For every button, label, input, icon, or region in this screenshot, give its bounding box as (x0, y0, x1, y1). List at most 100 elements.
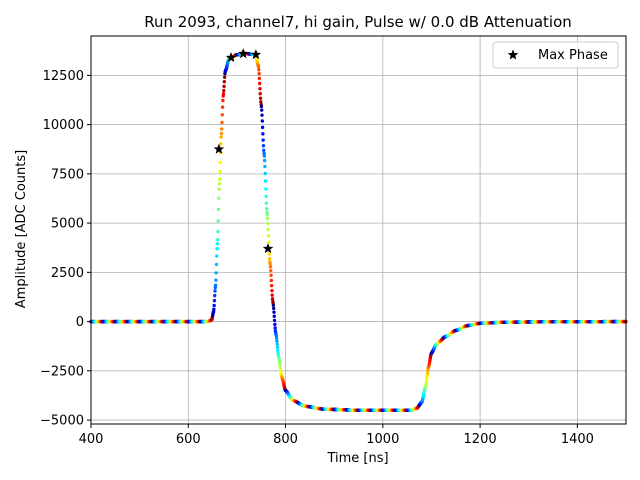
waveform-sample-point (257, 76, 262, 81)
waveform-sample-point (217, 187, 221, 191)
waveform-sample-point (220, 105, 225, 109)
waveform-sample-point (261, 138, 265, 142)
waveform-sample-point (270, 293, 274, 297)
waveform-sample-point (222, 84, 226, 89)
waveform-sample-point (212, 298, 217, 303)
waveform-sample-point (220, 120, 224, 125)
waveform-sample-point (214, 271, 218, 275)
max-phase-star-marker (225, 51, 237, 63)
waveform-sample-point (272, 318, 277, 323)
waveform-sample-point (215, 237, 220, 242)
legend: Max Phase (492, 41, 619, 69)
waveform-sample-point (273, 326, 277, 330)
waveform-sample-point (262, 148, 266, 153)
waveform-sample-point (221, 98, 225, 103)
waveform-sample-point (220, 113, 225, 117)
waveform-sample-point (262, 158, 267, 163)
y-tick-label: 5000 (51, 217, 84, 232)
waveform-sample-point (267, 256, 272, 261)
waveform-sample-point (213, 283, 218, 287)
max-phase-star-marker (237, 48, 249, 59)
waveform-sample-point (262, 154, 267, 158)
y-tick-label: 12500 (43, 69, 84, 84)
y-tick-label: −5000 (40, 414, 84, 429)
waveform-sample-point (274, 336, 279, 340)
legend-star-icon (507, 49, 519, 60)
waveform-sample-point (218, 169, 222, 174)
y-tick-label: 10000 (43, 118, 84, 133)
waveform-sample-point (276, 348, 280, 352)
waveform-sample-point (269, 283, 274, 288)
waveform-sample-point (214, 278, 218, 282)
y-tick-label: 2500 (51, 266, 84, 281)
x-tick-label: 600 (176, 432, 201, 447)
waveform-sample-point (275, 342, 279, 346)
waveform-sample-point (212, 303, 216, 308)
waveform-sample-point (260, 113, 264, 117)
waveform-sample-point (217, 177, 222, 181)
waveform-sample-point (266, 234, 271, 238)
legend-label: Max Phase (538, 48, 608, 63)
waveform-sample-point (219, 135, 223, 139)
waveform-sample-point (260, 125, 265, 130)
waveform-sample-point (215, 247, 219, 251)
waveform-sample-point (258, 87, 262, 91)
tick-layer: 400 600 800 1000 1200 1400 −5000 −2500 0 2500 5000… (40, 69, 594, 447)
waveform-sample-point (425, 376, 429, 381)
waveform-sample-point (272, 314, 276, 318)
waveform-sample-point (264, 194, 268, 199)
max-phase-star-marker (213, 143, 225, 154)
waveform-sample-point (213, 293, 217, 298)
waveform-sample-point (266, 221, 270, 226)
waveform-sample-point (266, 227, 270, 232)
waveform-sample-point (275, 339, 279, 343)
waveform-sample-point (220, 127, 224, 131)
waveform-sample-point (263, 171, 267, 176)
waveform-sample-point (264, 206, 269, 211)
x-tick-label: 1200 (464, 432, 497, 447)
waveform-sample-point (260, 119, 264, 123)
x-tick-label: 1000 (366, 432, 399, 447)
waveform-sample-point (219, 142, 223, 146)
waveform-sample-point (258, 92, 262, 96)
waveform-sample-point (268, 262, 272, 266)
max-phase-star-marker (250, 48, 262, 60)
waveform-sample-point (216, 207, 221, 212)
legend-star-marker (507, 49, 519, 60)
waveform-sample-point (259, 100, 263, 104)
waveform-sample-point (212, 307, 216, 312)
x-axis-label: Time [ns] (326, 451, 388, 466)
marker-layer (213, 48, 274, 254)
waveform-sample-point (271, 306, 276, 311)
waveform-sample-point (214, 262, 219, 267)
waveform-sample-point (216, 229, 220, 234)
plot-frame (90, 35, 627, 425)
waveform-sample-point (271, 303, 276, 307)
waveform-sample-point (257, 81, 262, 86)
waveform-sample-point (272, 310, 276, 314)
waveform-sample-point (425, 374, 429, 378)
waveform-sample-point (217, 182, 222, 186)
y-tick-label: −2500 (40, 364, 84, 379)
waveform-sample-point (216, 219, 220, 223)
waveform-sample-point (269, 273, 273, 278)
waveform-sample-point (213, 289, 217, 293)
y-tick-label: 7500 (51, 167, 84, 182)
waveform-sample-point (275, 345, 280, 349)
waveform-sample-point (278, 366, 283, 371)
waveform-sample-point (269, 268, 273, 273)
waveform-sample-point (260, 108, 264, 112)
waveform-sample-point (265, 213, 269, 217)
chart-title: Run 2093, channel7, hi gain, Pulse w/ 0.… (144, 13, 572, 31)
waveform-sample-point (218, 160, 222, 165)
waveform-sample-point (222, 80, 227, 84)
waveform-sample-point (215, 242, 220, 246)
waveform-sample-point (424, 379, 429, 383)
series-layer (89, 52, 628, 412)
waveform-sample-point (256, 65, 261, 69)
waveform-sample-point (267, 252, 271, 256)
x-tick-label: 800 (273, 432, 298, 447)
